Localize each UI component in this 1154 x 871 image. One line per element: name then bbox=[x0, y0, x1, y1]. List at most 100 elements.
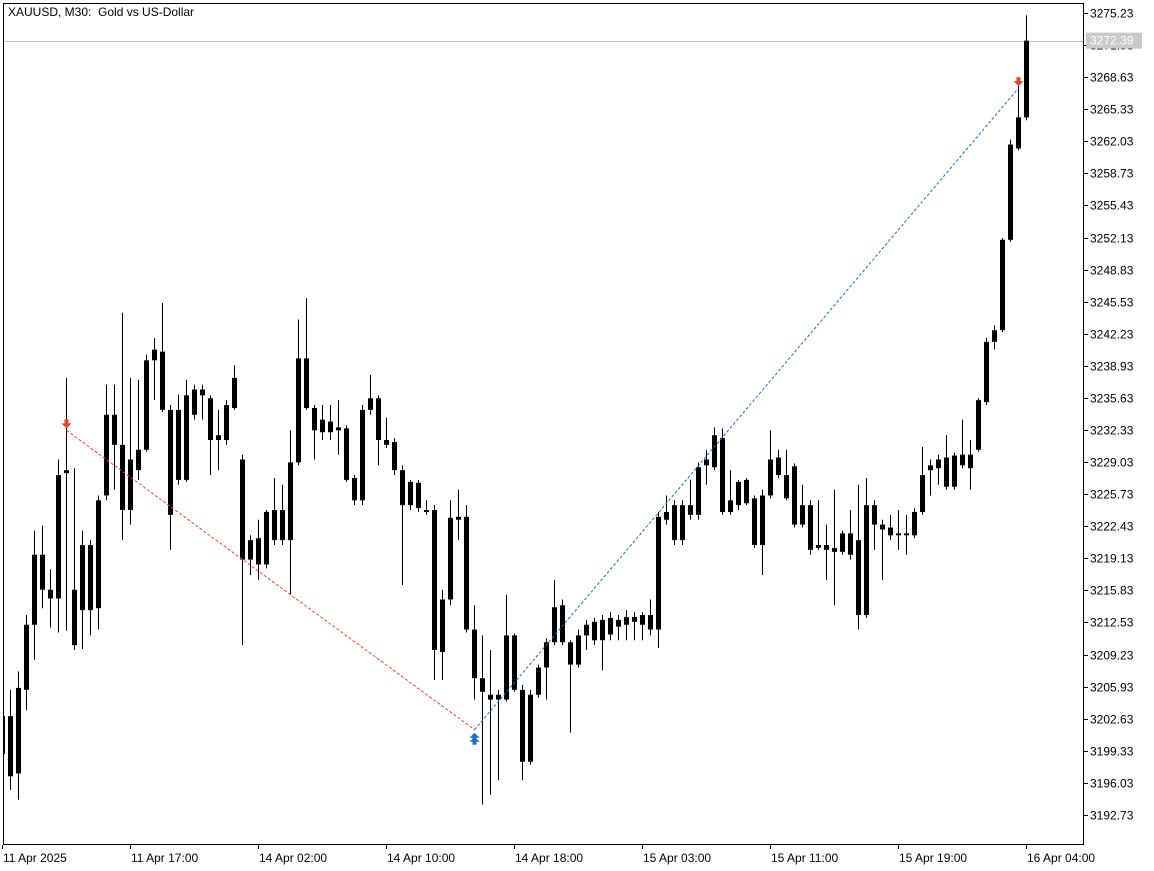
candle-body bbox=[960, 454, 965, 466]
y-tick-label: 3229.03 bbox=[1090, 456, 1134, 470]
candle-body bbox=[552, 607, 557, 643]
candle-body bbox=[48, 589, 53, 599]
candle-body bbox=[56, 475, 61, 599]
x-tick-label: 11 Apr 2025 bbox=[3, 851, 67, 865]
candle-body bbox=[728, 500, 733, 512]
y-tick-label: 3262.03 bbox=[1090, 135, 1134, 149]
candle-body bbox=[944, 457, 949, 487]
y-tick-label: 3248.83 bbox=[1090, 264, 1134, 278]
candle-body bbox=[688, 505, 693, 515]
candle-body bbox=[536, 667, 541, 695]
candle-body bbox=[360, 409, 365, 501]
candle-body bbox=[584, 624, 589, 636]
candle-body bbox=[848, 533, 853, 555]
candle-body bbox=[824, 545, 829, 550]
candle-body bbox=[224, 405, 229, 441]
candle-body bbox=[344, 428, 349, 480]
candle-body bbox=[752, 498, 757, 546]
candle-body bbox=[496, 694, 501, 700]
candle-body bbox=[336, 427, 341, 431]
candle-body bbox=[176, 409, 181, 480]
candle-body bbox=[216, 435, 221, 441]
candle-body bbox=[320, 419, 325, 433]
candle-body bbox=[368, 398, 373, 410]
candle-body bbox=[936, 459, 941, 469]
x-tick-label: 14 Apr 02:00 bbox=[259, 851, 327, 865]
y-tick-label: 3235.63 bbox=[1090, 392, 1134, 406]
candle-body bbox=[152, 349, 157, 361]
candle-body bbox=[720, 438, 725, 512]
candle-body bbox=[976, 400, 981, 450]
x-tick-label: 14 Apr 18:00 bbox=[515, 851, 583, 865]
candle-body bbox=[480, 678, 485, 692]
x-tick-label: 15 Apr 11:00 bbox=[771, 851, 838, 865]
last-price-label: 3272.39 bbox=[1090, 34, 1134, 48]
candle-body bbox=[352, 477, 357, 501]
y-tick-label: 3222.43 bbox=[1090, 520, 1134, 534]
candle-body bbox=[88, 545, 93, 611]
candle-body bbox=[984, 341, 989, 403]
candle-body bbox=[384, 440, 389, 445]
y-tick-label: 3202.63 bbox=[1090, 713, 1134, 727]
y-tick-label: 3215.83 bbox=[1090, 584, 1134, 598]
x-tick-label: 15 Apr 19:00 bbox=[899, 851, 967, 865]
candle-body bbox=[440, 599, 445, 652]
candle-body bbox=[200, 389, 205, 396]
candle-body bbox=[40, 554, 45, 590]
candle-body bbox=[608, 617, 613, 635]
y-tick-label: 3252.13 bbox=[1090, 232, 1134, 246]
candle-body bbox=[456, 516, 461, 520]
candle-body bbox=[888, 527, 893, 536]
candle-body bbox=[112, 414, 117, 445]
candle-body bbox=[768, 459, 773, 496]
candle-body bbox=[16, 687, 21, 774]
candle-body bbox=[616, 619, 621, 627]
candle-body bbox=[1016, 117, 1021, 149]
candle-body bbox=[96, 500, 101, 609]
x-tick-label: 14 Apr 10:00 bbox=[387, 851, 455, 865]
y-tick-label: 3225.73 bbox=[1090, 488, 1134, 502]
candle-body bbox=[592, 621, 597, 641]
y-tick-label: 3238.93 bbox=[1090, 360, 1134, 374]
candle-body bbox=[744, 479, 749, 504]
candle-body bbox=[272, 510, 277, 541]
candle-body bbox=[992, 330, 997, 342]
candle-body bbox=[600, 619, 605, 641]
trade-line bbox=[66, 429, 475, 731]
candle-body bbox=[136, 449, 141, 471]
y-tick-label: 3219.13 bbox=[1090, 552, 1134, 566]
candle-body bbox=[208, 398, 213, 441]
candle-body bbox=[736, 481, 741, 506]
y-tick-label: 3255.43 bbox=[1090, 199, 1134, 213]
plot-area bbox=[3, 15, 1084, 805]
x-tick-label: 11 Apr 17:00 bbox=[131, 851, 198, 865]
candle-body bbox=[408, 481, 413, 506]
y-tick-label: 3232.33 bbox=[1090, 424, 1134, 438]
candle-body bbox=[32, 554, 37, 625]
y-tick-label: 3245.53 bbox=[1090, 296, 1134, 310]
chart-title: XAUUSD, M30: Gold vs US-Dollar bbox=[8, 5, 194, 19]
candle-body bbox=[792, 466, 797, 525]
y-tick-label: 3275.23 bbox=[1090, 7, 1134, 21]
candle-body bbox=[896, 533, 901, 536]
candle-body bbox=[328, 421, 333, 433]
candle-body bbox=[808, 505, 813, 550]
candle-body bbox=[632, 616, 637, 622]
candle-body bbox=[160, 351, 165, 410]
candle-body bbox=[872, 505, 877, 525]
candle-body bbox=[568, 642, 573, 665]
candle-body bbox=[560, 605, 565, 643]
candle-body bbox=[672, 505, 677, 541]
last-price-box bbox=[1086, 32, 1142, 49]
candle-body bbox=[280, 510, 285, 541]
candle-body bbox=[472, 629, 477, 679]
candle-body bbox=[8, 716, 13, 777]
candle-body bbox=[840, 533, 845, 552]
candle-body bbox=[576, 635, 581, 665]
candle-body bbox=[248, 540, 253, 560]
candle-body bbox=[144, 360, 149, 450]
y-tick-label: 3268.63 bbox=[1090, 71, 1134, 85]
candle-body bbox=[640, 615, 645, 625]
candle-body bbox=[256, 538, 261, 565]
